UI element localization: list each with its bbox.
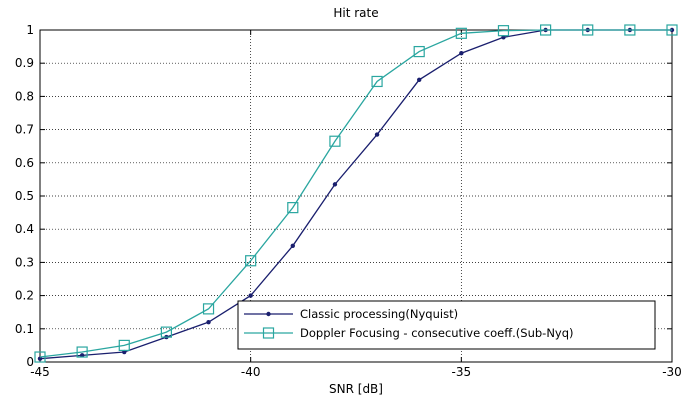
- data-point: [539, 24, 552, 36]
- data-point: [497, 25, 510, 37]
- data-point: [413, 45, 425, 58]
- axis-ticks: -45 -40 -35 -30 0 0.1 0.2 0.3 0.4 0.5 0.6 0.7 0.8 0.9…: [15, 23, 682, 379]
- data-point: [374, 132, 380, 137]
- y-tick-label: 0.3: [15, 255, 34, 269]
- data-point: [160, 326, 172, 338]
- data-point: [666, 24, 678, 36]
- y-tick-label: 0.5: [15, 189, 34, 203]
- data-point: [118, 339, 130, 351]
- series-1: [34, 24, 678, 363]
- data-point: [332, 182, 338, 187]
- chart-title: Hit rate: [333, 6, 378, 20]
- data-point: [455, 27, 467, 39]
- y-tick-label: 0.7: [15, 123, 34, 137]
- data-point: [371, 75, 383, 88]
- y-tick-label: 0.1: [15, 322, 34, 336]
- data-point: [459, 51, 464, 56]
- legend: Classic processing(Nyquist) Doppler Focu…: [237, 300, 656, 350]
- legend-label-classic: Classic processing(Nyquist): [300, 307, 458, 321]
- legend-marker-classic: [266, 311, 271, 317]
- legend-box: [237, 300, 656, 350]
- x-tick-label: -45: [30, 365, 50, 379]
- data-point: [206, 319, 211, 325]
- data-point: [290, 243, 295, 248]
- data-point: [624, 24, 636, 36]
- data-point: [329, 135, 341, 147]
- data-point: [34, 351, 46, 363]
- x-tick-label: -35: [452, 365, 472, 379]
- data-point: [582, 24, 594, 36]
- legend-marker-doppler: [262, 327, 275, 339]
- y-tick-label: 0.9: [15, 56, 34, 70]
- data-point: [248, 293, 253, 298]
- data-point: [245, 255, 257, 267]
- y-tick-label: 1: [26, 23, 34, 37]
- x-axis-label: SNR [dB]: [329, 382, 383, 396]
- data-point: [76, 346, 88, 358]
- y-tick-label: 0.6: [15, 156, 34, 170]
- data-series: [34, 24, 678, 363]
- legend-label-doppler: Doppler Focusing - consecutive coeff.(Su…: [300, 326, 574, 340]
- y-tick-label: 0.8: [15, 89, 34, 103]
- data-point: [417, 77, 422, 83]
- data-point: [37, 356, 43, 361]
- x-tick-label: -30: [662, 365, 682, 379]
- data-point: [287, 202, 299, 214]
- series-line: [39, 29, 672, 358]
- y-tick-label: 0: [26, 355, 34, 369]
- x-tick-label: -40: [241, 365, 261, 379]
- y-tick-label: 0.4: [15, 222, 34, 236]
- data-point: [202, 303, 215, 315]
- y-tick-label: 0.2: [15, 289, 34, 303]
